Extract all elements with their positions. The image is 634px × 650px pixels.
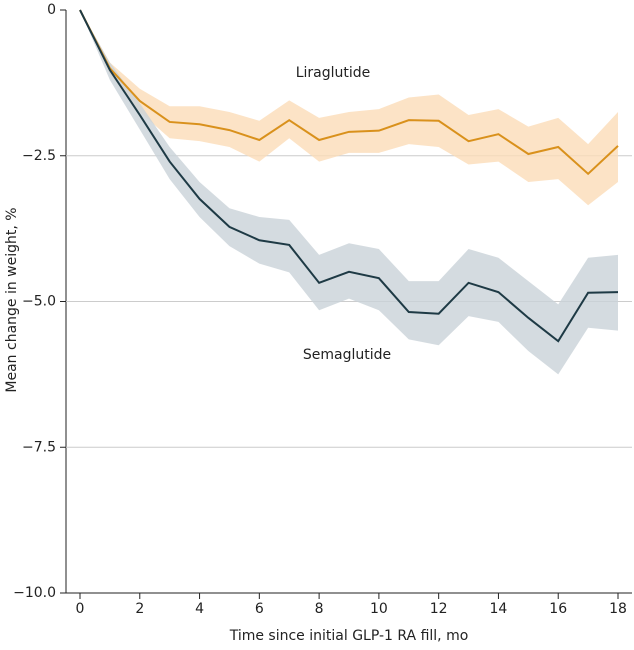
x-tick-label: 8 bbox=[315, 601, 324, 617]
x-tick-label: 16 bbox=[549, 601, 567, 617]
y-tick-label: −2.5 bbox=[22, 148, 56, 164]
series-line bbox=[79, 9, 619, 176]
y-tick-label: 0 bbox=[47, 2, 56, 18]
y-tick-label: −7.5 bbox=[22, 439, 56, 455]
x-tick-label: 12 bbox=[430, 601, 448, 617]
y-tick-label: −10.0 bbox=[13, 585, 56, 601]
y-axis-title: Mean change in weight, % bbox=[4, 207, 20, 392]
x-tick-label: 4 bbox=[195, 601, 204, 617]
x-axis-title: Time since initial GLP-1 RA fill, mo bbox=[229, 628, 469, 644]
x-tick-label: 6 bbox=[255, 601, 264, 617]
x-tick-label: 10 bbox=[370, 601, 388, 617]
x-tick-label: 0 bbox=[76, 601, 85, 617]
series-line bbox=[79, 9, 619, 343]
x-tick-label: 2 bbox=[135, 601, 144, 617]
x-tick-label: 18 bbox=[609, 601, 627, 617]
x-tick-label: 14 bbox=[490, 601, 508, 617]
confidence-band bbox=[80, 10, 618, 375]
y-tick-label: −5.0 bbox=[22, 294, 56, 310]
confidence-band bbox=[80, 10, 618, 206]
series-label: Semaglutide bbox=[303, 347, 391, 363]
series-label: Liraglutide bbox=[296, 65, 371, 81]
